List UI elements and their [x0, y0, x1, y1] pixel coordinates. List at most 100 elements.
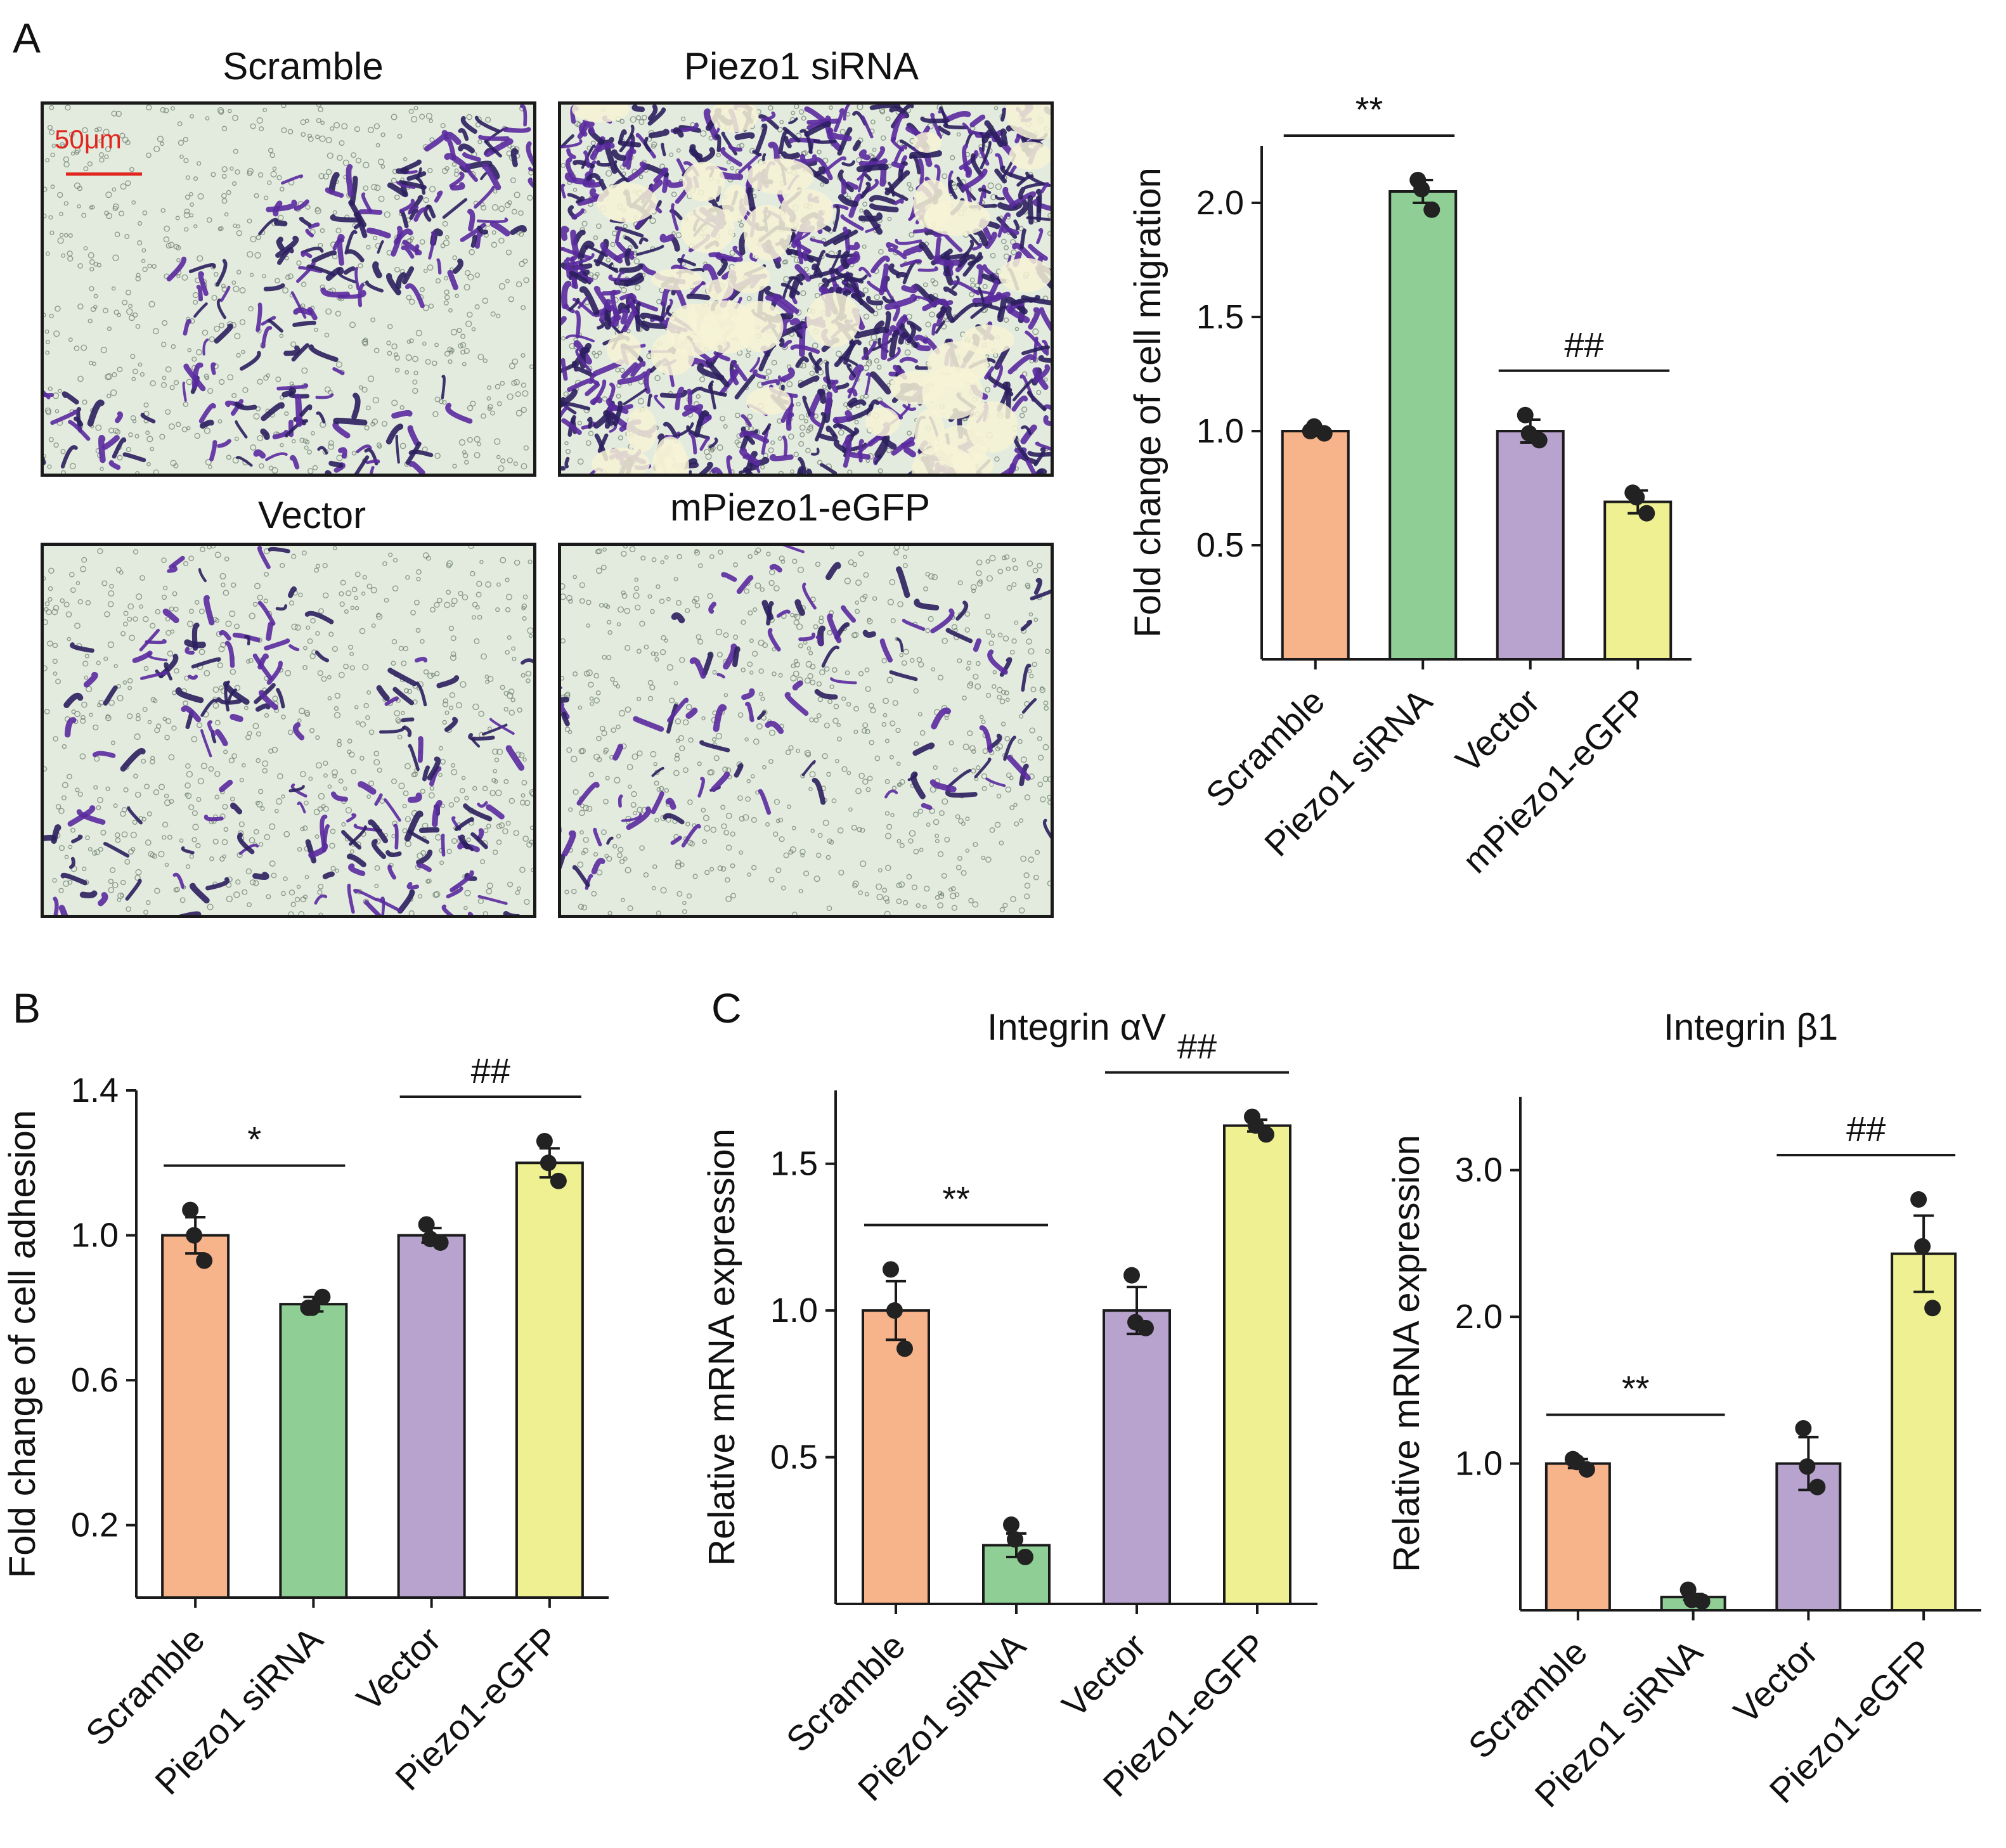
stained-cell — [1016, 199, 1029, 217]
membrane-pore — [760, 696, 765, 702]
stained-cell — [902, 404, 917, 411]
membrane-pore — [359, 721, 366, 728]
membrane-pore — [773, 585, 780, 591]
stained-cell — [784, 692, 809, 716]
membrane-pore — [223, 827, 229, 832]
stained-cell — [172, 872, 185, 889]
stained-cell — [219, 779, 233, 792]
membrane-pore — [450, 654, 456, 661]
membrane-pore — [895, 727, 901, 733]
membrane-pore — [505, 249, 512, 255]
membrane-pore — [388, 552, 393, 557]
membrane-pore — [231, 392, 237, 398]
membrane-pore — [467, 437, 473, 443]
membrane-pore — [67, 773, 72, 780]
membrane-pore — [880, 135, 886, 141]
membrane-pore — [121, 806, 127, 813]
stained-cell — [879, 263, 890, 295]
membrane-pore — [355, 720, 360, 725]
stained-cell — [476, 217, 508, 223]
membrane-pore — [300, 119, 306, 126]
stained-cell — [802, 250, 811, 262]
stained-cell — [255, 703, 271, 712]
membrane-pore — [496, 824, 502, 829]
stained-cell — [896, 566, 910, 598]
membrane-pore — [896, 782, 902, 787]
stained-cell — [306, 264, 335, 276]
membrane-pore — [135, 470, 139, 474]
membrane-pore — [825, 855, 831, 860]
membrane-pore — [883, 713, 888, 718]
stained-cell — [812, 139, 837, 144]
membrane-pore — [173, 463, 179, 468]
membrane-pore — [488, 404, 493, 410]
membrane-pore — [112, 187, 117, 192]
membrane-pore — [373, 123, 380, 129]
membrane-pore — [596, 756, 602, 763]
membrane-pore — [111, 286, 116, 291]
membrane-pore — [834, 758, 839, 763]
stained-cell — [521, 658, 533, 665]
membrane-pore — [391, 399, 398, 406]
stained-cell — [449, 171, 465, 188]
membrane-pore — [425, 359, 431, 365]
data-point — [1248, 1117, 1264, 1134]
stained-cell — [832, 229, 858, 245]
stained-cell — [317, 446, 328, 455]
membrane-pore — [81, 557, 87, 563]
y-tick-label: 1.0 — [71, 1217, 119, 1255]
stained-cell — [1021, 345, 1050, 356]
membrane-pore — [494, 757, 500, 763]
membrane-pore — [881, 657, 887, 664]
membrane-pore — [846, 702, 851, 707]
stained-cell — [307, 222, 320, 229]
stained-cell — [711, 467, 723, 474]
stained-cell — [477, 801, 488, 808]
membrane-pore — [1029, 727, 1035, 733]
membrane-pore — [347, 739, 353, 744]
membrane-pore — [935, 895, 940, 900]
stained-cell — [397, 889, 415, 914]
membrane-pore — [90, 205, 95, 210]
membrane-pore — [422, 552, 429, 559]
membrane-pore — [686, 893, 692, 899]
stained-cell — [564, 304, 575, 314]
membrane-pore — [712, 670, 717, 675]
stained-cell — [671, 203, 679, 231]
membrane-pore — [330, 126, 335, 131]
stained-cell — [619, 124, 635, 153]
membrane-pore — [127, 713, 133, 720]
membrane-pore — [775, 867, 782, 874]
membrane-pore — [100, 829, 107, 836]
unstained-region — [1006, 105, 1051, 139]
stained-cell — [786, 249, 815, 263]
membrane-pore — [498, 205, 505, 212]
membrane-pore — [191, 736, 198, 742]
membrane-pore — [105, 373, 113, 380]
stained-cell — [754, 123, 768, 153]
unstained-region — [913, 179, 952, 229]
stained-cell — [685, 708, 698, 719]
membrane-pore — [961, 870, 967, 876]
membrane-pore — [741, 619, 746, 625]
stained-cell — [298, 266, 323, 273]
membrane-pore — [343, 663, 349, 669]
membrane-pore — [676, 891, 683, 897]
stained-cell — [191, 623, 200, 651]
stained-cell — [575, 349, 592, 372]
stained-cell — [912, 742, 935, 756]
stained-cell — [810, 448, 820, 456]
unstained-region — [722, 184, 749, 222]
membrane-pore — [61, 253, 66, 258]
membrane-pore — [773, 799, 780, 805]
stained-cell — [720, 171, 744, 180]
membrane-pore — [933, 818, 940, 825]
stained-cell — [903, 446, 916, 458]
stained-cell — [736, 575, 754, 595]
membrane-pore — [81, 701, 87, 708]
stained-cell — [621, 362, 638, 379]
membrane-pore — [867, 617, 872, 622]
stained-cell — [263, 283, 285, 292]
stained-cell — [395, 434, 400, 464]
